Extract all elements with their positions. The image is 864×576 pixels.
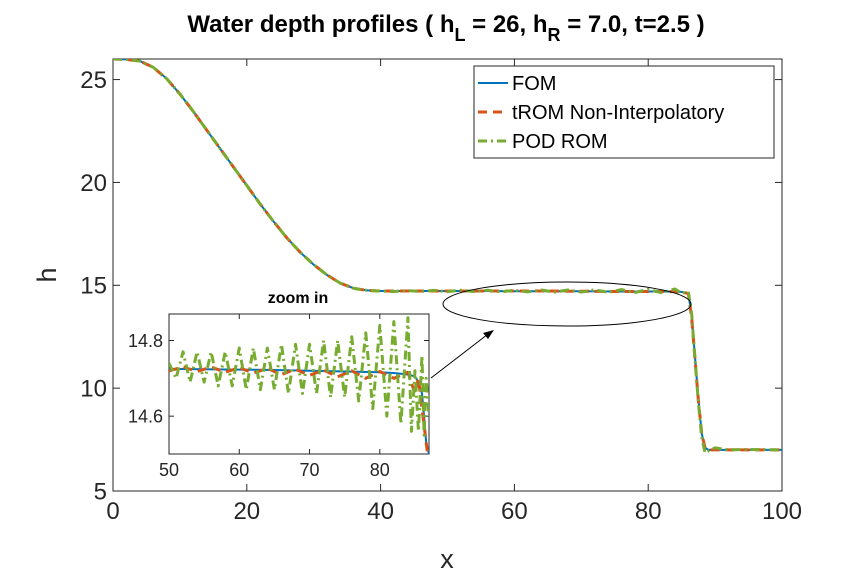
- inset-x-tick-label: 80: [370, 460, 390, 480]
- main-y-tick-label: 15: [80, 273, 107, 300]
- legend-box: [473, 65, 775, 159]
- zoom-arrow-head: [483, 330, 494, 339]
- main-series: [113, 59, 782, 455]
- main-y-tick-label: 25: [80, 67, 107, 94]
- main-x-tick-label: 60: [501, 498, 528, 525]
- main-y-tick-label: 20: [80, 170, 107, 197]
- main-y-tick-label: 5: [94, 478, 107, 505]
- legend-label-trom: tROM Non-Interpolatory: [512, 102, 724, 124]
- main-series-pod-rom: [113, 59, 782, 455]
- inset-x-tick-label: 60: [229, 460, 249, 480]
- inset-y-tick-label: 14.6: [128, 406, 163, 426]
- legend-label-fom: FOM: [512, 73, 556, 95]
- main-x-tick-label: 80: [635, 498, 662, 525]
- inset-plot-area: [168, 313, 430, 455]
- inset-x-tick-label: 70: [300, 460, 320, 480]
- x-axis-label: x: [440, 544, 454, 574]
- main-x-tick-label: 40: [367, 498, 394, 525]
- main-y-tick-label: 10: [80, 376, 107, 403]
- inset-series-trom-non-interpolatory: [169, 365, 429, 454]
- main-x-tick-label: 0: [106, 498, 119, 525]
- main-x-tick-label: 20: [233, 498, 260, 525]
- inset-y-tick-label: 14.8: [128, 331, 163, 351]
- inset-axis-ticks: 50 60 70 80 14.6 14.8: [128, 314, 429, 480]
- legend: FOM tROM Non-Interpolatory POD ROM: [473, 65, 775, 159]
- inset-title: zoom in: [268, 290, 328, 307]
- main-axis-ticks: 0 20 40 60 80 100 5 10 15 20 25: [80, 59, 802, 525]
- inset-series: [169, 316, 429, 454]
- inset-series-pod-rom: [169, 316, 429, 437]
- zoom-region-ellipse: [442, 281, 692, 327]
- zoom-arrow: [430, 330, 493, 379]
- chart-title: Water depth profiles ( hL = 26, hR = 7.0…: [187, 11, 704, 45]
- legend-label-pod: POD ROM: [512, 131, 608, 153]
- inset-x-tick-label: 50: [159, 460, 179, 480]
- y-axis-label: h: [32, 267, 62, 282]
- main-x-tick-label: 100: [762, 498, 802, 525]
